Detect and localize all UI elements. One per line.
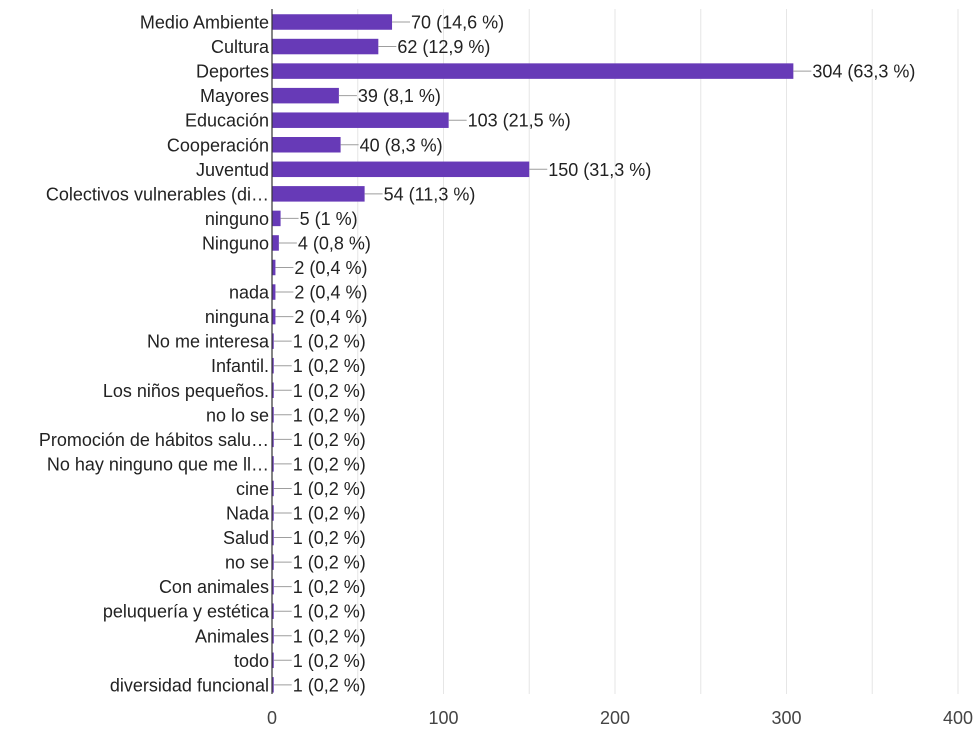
bar (272, 210, 281, 227)
bar (272, 554, 274, 570)
bar (272, 628, 274, 644)
data-label: 2 (0,4 %) (294, 258, 367, 278)
data-label: 70 (14,6 %) (411, 13, 504, 33)
bar (272, 431, 274, 448)
data-label: 1 (0,2 %) (293, 332, 366, 352)
bar (272, 456, 274, 472)
bar (272, 112, 449, 128)
data-label: 1 (0,2 %) (293, 479, 366, 499)
bar (272, 87, 339, 104)
category-label: Ninguno (202, 233, 269, 253)
data-label: 1 (0,2 %) (293, 675, 366, 695)
x-tick-label: 300 (771, 708, 801, 728)
bar (272, 407, 274, 423)
bar (272, 259, 276, 276)
data-label: 40 (8,3 %) (360, 135, 443, 155)
category-label: Promoción de hábitos salu… (39, 430, 269, 450)
bar (272, 137, 341, 153)
x-tick-label: 0 (267, 708, 277, 728)
data-label: 1 (0,2 %) (293, 577, 366, 597)
category-label: No me interesa (147, 332, 270, 352)
data-label: 54 (11,3 %) (384, 184, 476, 204)
data-label: 62 (12,9 %) (397, 37, 490, 57)
bar (272, 235, 279, 251)
category-label: cine (236, 479, 269, 499)
bar (272, 357, 274, 374)
data-label: 1 (0,2 %) (293, 553, 366, 573)
data-label: 1 (0,2 %) (293, 405, 366, 425)
bar (272, 38, 379, 55)
bar (272, 382, 274, 398)
x-axis-ticks: 0 100 200 300 400 (267, 708, 973, 728)
data-label: 2 (0,4 %) (294, 283, 367, 303)
category-label: Cultura (211, 37, 270, 57)
bar (272, 652, 274, 669)
category-label: Los niños pequeños. (103, 381, 269, 401)
category-label: diversidad funcional (110, 675, 269, 695)
data-label: 1 (0,2 %) (293, 504, 366, 524)
category-label: Mayores (200, 86, 269, 106)
bar (272, 63, 794, 79)
x-tick-label: 200 (600, 708, 630, 728)
bar (272, 284, 276, 300)
bar (272, 186, 365, 202)
bar (272, 578, 274, 595)
data-label: 39 (8,1 %) (358, 86, 441, 106)
category-label: no se (225, 553, 269, 573)
data-label: 150 (31,3 %) (548, 160, 651, 180)
data-label: 304 (63,3 %) (812, 62, 915, 82)
bars: Medio Ambiente 70 (14,6 %) Cultura 62 (12,9… (39, 13, 916, 696)
data-label: 4 (0,8 %) (298, 233, 371, 253)
bar (272, 505, 274, 521)
category-label: ninguno (205, 209, 269, 229)
data-label: 1 (0,2 %) (293, 430, 366, 450)
data-label: 1 (0,2 %) (293, 626, 366, 646)
bar (272, 529, 274, 546)
gridlines (357, 9, 959, 694)
category-label: no lo se (206, 405, 269, 425)
data-label: 1 (0,2 %) (293, 381, 366, 401)
category-label: Deportes (196, 62, 269, 82)
bar (272, 603, 274, 619)
data-label: 1 (0,2 %) (293, 454, 366, 474)
category-label: Salud (223, 528, 269, 548)
category-label: todo (234, 651, 269, 671)
category-label: No hay ninguno que me ll… (47, 454, 269, 474)
category-label: Medio Ambiente (140, 13, 269, 33)
bar (272, 161, 530, 178)
category-label: Colectivos vulnerables (di… (46, 184, 269, 204)
x-tick-label: 100 (428, 708, 458, 728)
category-label: Infantil. (211, 356, 269, 376)
data-label: 1 (0,2 %) (293, 602, 366, 622)
category-label: Nada (226, 504, 270, 524)
data-label: 1 (0,2 %) (293, 356, 366, 376)
data-label: 103 (21,5 %) (468, 111, 571, 131)
category-label: nada (229, 283, 270, 303)
category-label: Animales (195, 626, 269, 646)
bar (272, 308, 276, 325)
category-label: ninguna (205, 307, 270, 327)
category-label: Con animales (159, 577, 269, 597)
data-label: 1 (0,2 %) (293, 528, 366, 548)
x-tick-label: 400 (943, 708, 973, 728)
bar (272, 14, 393, 30)
data-label: 5 (1 %) (300, 209, 358, 229)
data-label: 2 (0,4 %) (294, 307, 367, 327)
data-label: 1 (0,2 %) (293, 651, 366, 671)
bar (272, 480, 274, 497)
bar (272, 333, 274, 349)
category-label: peluquería y estética (103, 602, 270, 622)
category-label: Juventud (196, 160, 269, 180)
bar (272, 677, 274, 693)
category-label: Educación (185, 111, 269, 131)
category-label: Cooperación (167, 135, 269, 155)
